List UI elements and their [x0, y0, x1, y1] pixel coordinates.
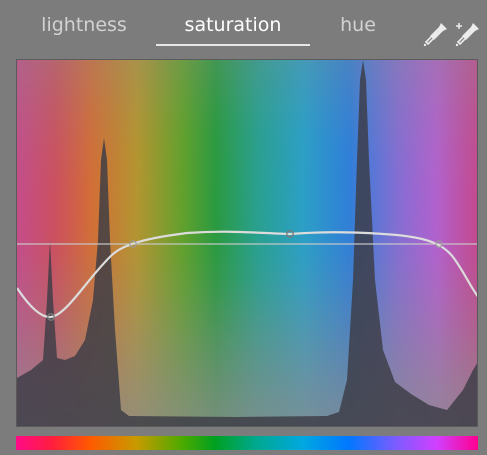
curve-node[interactable] [47, 313, 55, 321]
tab-lightness[interactable]: lightness [41, 14, 127, 36]
histogram [17, 60, 477, 426]
tab-bar: lightness saturation hue [0, 0, 487, 50]
color-picker-icon[interactable] [422, 20, 450, 48]
curve-node[interactable] [286, 230, 294, 238]
active-tab-indicator [156, 44, 310, 46]
tab-hue[interactable]: hue [340, 14, 376, 36]
saturation-curve-graph[interactable] [16, 59, 478, 427]
curve-node[interactable] [435, 240, 443, 248]
hue-gradient-strip [16, 436, 478, 450]
color-picker-area-icon[interactable] [454, 20, 482, 48]
tab-saturation[interactable]: saturation [184, 14, 282, 36]
saturation-curve[interactable] [17, 230, 478, 319]
curve-node[interactable] [129, 240, 137, 248]
